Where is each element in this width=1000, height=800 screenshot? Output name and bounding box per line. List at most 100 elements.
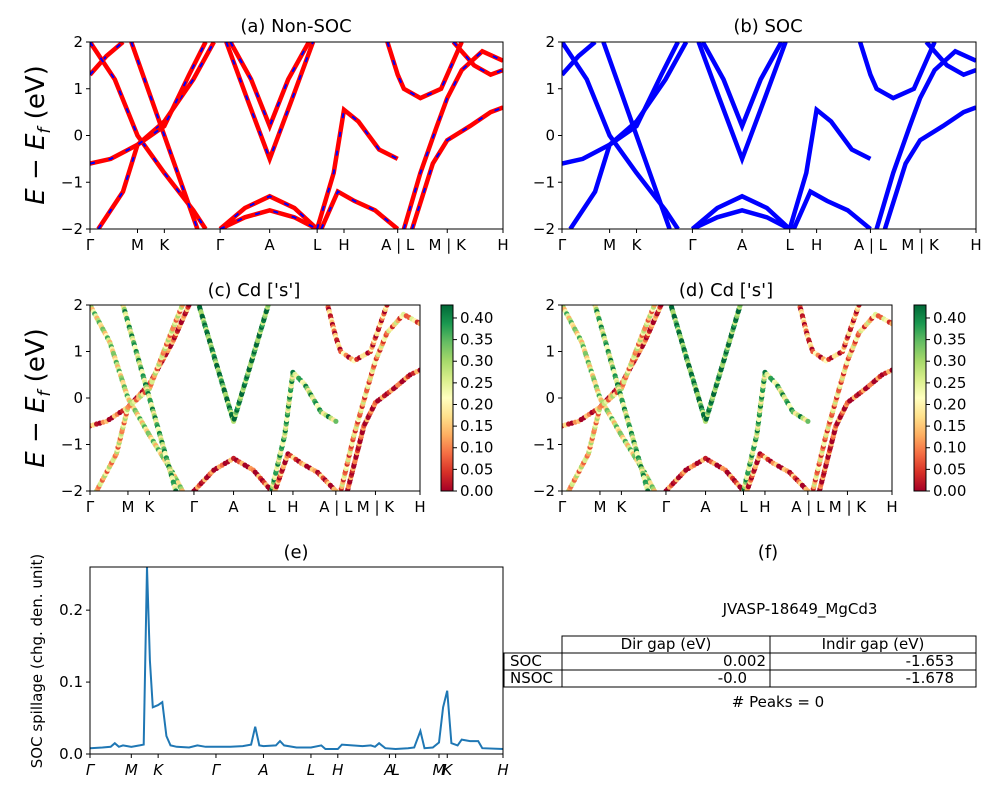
ytick-label: 0 [73, 389, 83, 407]
xtick-label: Γ [212, 761, 222, 779]
panel-f-title: (f) [758, 542, 778, 563]
xtick-label: K [144, 498, 155, 516]
ytick-label: 1 [73, 343, 83, 361]
proj-point [384, 305, 390, 308]
xtick-label: A [257, 761, 268, 779]
xtick-label: M | K [429, 236, 468, 254]
colorbar-gradient [441, 305, 453, 491]
band-soc-2 [562, 42, 680, 229]
band-nonsoc-13 [409, 105, 503, 229]
band-soc-14 [924, 42, 976, 78]
proj-point [173, 488, 179, 491]
proj-point [417, 321, 420, 327]
ytick-label: 0 [545, 389, 555, 407]
proj-point [265, 305, 271, 308]
band-soc-10 [791, 188, 872, 229]
xtick-label: K [153, 761, 164, 779]
xtick-label: L [786, 236, 795, 254]
ytick-label: −2 [61, 220, 83, 238]
peaks-count: # Peaks = 0 [732, 693, 824, 711]
ytick-label: 2 [545, 296, 555, 314]
xtick-label: A [265, 236, 276, 254]
xtick-label: L [307, 761, 315, 779]
ytick-label: −1 [61, 173, 83, 191]
colorbar-frame [440, 304, 454, 492]
band-soc-overlay-14 [452, 42, 503, 76]
ytick-label: 0.2 [59, 601, 83, 619]
header-indir-gap: Indir gap (eV) [822, 635, 925, 653]
ylabel-energy-main: E − E [21, 396, 51, 468]
colorbar-tick-label: 0.30 [460, 352, 493, 370]
band-soc-overlay-13 [411, 106, 503, 229]
colorbar-tick-label: 0.35 [933, 331, 966, 349]
xtick-label: Γ [190, 498, 199, 516]
panel-c-title: (c) Cd ['s'] [208, 280, 301, 301]
proj-point [179, 305, 185, 308]
band-soc-8 [700, 42, 784, 133]
colorbar-tick-label: 0.00 [933, 482, 966, 500]
xtick-label: H [414, 498, 425, 516]
info-table: JVASP-18649_MgCd3 Dir gap (eV) Indir gap… [503, 600, 977, 711]
band-soc-11 [857, 42, 937, 101]
proj-point [645, 488, 651, 491]
xtick-label: L [267, 498, 276, 516]
colorbar-frame [913, 304, 927, 492]
ytick-label: 1 [73, 80, 83, 98]
ytick-label: 0 [73, 127, 83, 145]
xtick-label: A [700, 498, 711, 516]
colorbar-tick-label: 0.10 [460, 439, 493, 457]
ytick-label: −1 [533, 436, 555, 454]
xtick-label: K [159, 236, 170, 254]
ylabel-energy-main: E − E [21, 133, 51, 205]
proj-point [889, 321, 892, 327]
chart-panel-4: 0.00.10.2Γ M K Γ A L H AL MK H [59, 566, 509, 779]
xtick-label: A | L [854, 236, 888, 254]
xtick-label: M [603, 236, 616, 254]
band-soc-1 [562, 42, 597, 77]
row-nsoc-label: NSOC [510, 669, 553, 687]
row-soc-indir: -1.653 [906, 652, 954, 670]
ylabel-spillage: SOC spillage (chg. den. unit) [28, 554, 46, 769]
proj-point [805, 488, 811, 491]
ytick-label: 2 [73, 33, 83, 51]
svg-text:E − Ef (eV): E − Ef (eV) [21, 65, 55, 205]
svg-text:E − Ef (eV): E − Ef (eV) [21, 328, 55, 468]
panel-d-title: (d) Cd ['s'] [679, 280, 773, 301]
header-dir-gap: Dir gap (eV) [621, 635, 712, 653]
band-soc-7 [696, 42, 788, 166]
xtick-label: H [497, 761, 508, 779]
ytick-label: −2 [533, 482, 555, 500]
ytick-label: 0.0 [59, 745, 83, 763]
band-nonsoc-9 [314, 105, 399, 229]
xtick-label: H [811, 236, 822, 254]
proj-point [651, 305, 657, 308]
ylabel-energy-middle: E − Ef (eV) [21, 328, 55, 468]
xtick-label: Γ [216, 236, 225, 254]
panel-a-title: (a) Non-SOC [240, 16, 351, 37]
colorbar-tick-label: 0.00 [460, 482, 493, 500]
xtick-label: Γ [662, 498, 671, 516]
colorbar-d: 0.00 0.05 0.10 0.15 0.20 0.25 0.30 0.35 0.40 [913, 304, 966, 500]
colorbar-tick-label: 0.40 [933, 309, 966, 327]
ytick-label: 0 [545, 127, 555, 145]
ylabel-spillage-wrap: SOC spillage (chg. den. unit) [28, 554, 46, 769]
xtick-label: M [121, 498, 134, 516]
xtick-label: Γ [86, 498, 95, 516]
row-nsoc-indir-cell [769, 669, 977, 688]
band-soc-13 [882, 105, 976, 229]
colorbar-tick-label: 0.35 [460, 331, 493, 349]
xtick-label: Γ [558, 498, 567, 516]
proj-point [856, 305, 862, 308]
ylabel-energy-sub: f [35, 388, 55, 397]
panel-b-title: (b) SOC [733, 16, 802, 37]
xtick-label: H [338, 236, 349, 254]
ytick-label: 2 [545, 33, 555, 51]
row-soc-dir: 0.002 [723, 652, 766, 670]
xtick-label: M | K [901, 236, 940, 254]
proj-point [417, 367, 420, 373]
row-nsoc-dir: -0.0 [718, 669, 747, 687]
xtick-label: Γ [558, 236, 567, 254]
plot-area-2 [90, 305, 420, 491]
